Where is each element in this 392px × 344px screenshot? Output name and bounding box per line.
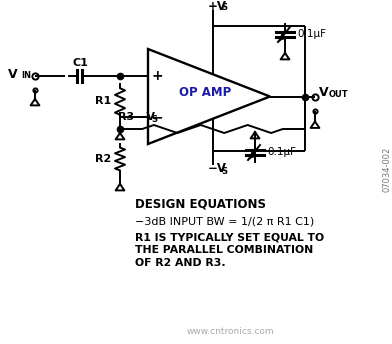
Text: 0.1μF: 0.1μF	[267, 147, 296, 157]
Text: THE PARALLEL COMBINATION: THE PARALLEL COMBINATION	[135, 245, 313, 255]
Text: OF R2 AND R3.: OF R2 AND R3.	[135, 258, 226, 268]
Text: +: +	[151, 69, 163, 83]
Text: OP AMP: OP AMP	[179, 86, 231, 99]
Text: www.cntronics.com: www.cntronics.com	[186, 327, 274, 336]
Text: 0.1μF: 0.1μF	[297, 29, 326, 39]
Text: V: V	[8, 67, 18, 80]
Text: R1 IS TYPICALLY SET EQUAL TO: R1 IS TYPICALLY SET EQUAL TO	[135, 232, 324, 242]
Text: V: V	[319, 86, 328, 99]
Text: OUT: OUT	[329, 90, 348, 99]
Text: R1: R1	[95, 97, 111, 107]
Text: −V: −V	[208, 162, 227, 175]
Text: S: S	[151, 115, 157, 123]
Text: −3dB INPUT BW = 1/(2 π R1 C1): −3dB INPUT BW = 1/(2 π R1 C1)	[135, 216, 314, 226]
Text: +V: +V	[208, 0, 227, 12]
Text: R3: R3	[118, 112, 134, 122]
Text: R2: R2	[95, 154, 111, 164]
Text: C1: C1	[72, 58, 88, 68]
Text: 07034-002: 07034-002	[383, 147, 392, 192]
Text: S: S	[221, 3, 227, 12]
Text: −: −	[151, 110, 163, 124]
Text: S: S	[221, 166, 227, 175]
Text: −V: −V	[138, 112, 156, 122]
Text: IN: IN	[21, 72, 31, 80]
Text: DESIGN EQUATIONS: DESIGN EQUATIONS	[135, 197, 266, 211]
